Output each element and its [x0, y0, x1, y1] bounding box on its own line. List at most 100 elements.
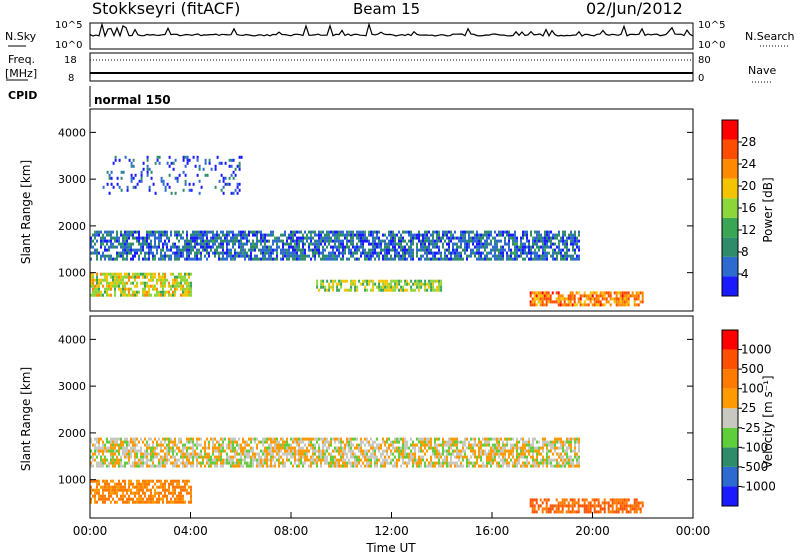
heatmap-cell — [198, 455, 200, 459]
heatmap-cell — [533, 300, 536, 304]
heatmap-cell — [218, 440, 220, 444]
heatmap-cell — [498, 464, 500, 468]
heatmap-cell — [382, 440, 384, 444]
heatmap-cell — [637, 507, 640, 511]
heatmap-cell — [152, 287, 154, 291]
heatmap-cell — [564, 257, 566, 261]
heatmap-cell — [591, 294, 594, 298]
heatmap-cell — [599, 300, 602, 304]
heatmap-cell — [208, 440, 210, 444]
colorbar-swatch — [722, 486, 738, 506]
heatmap-cell — [124, 239, 126, 243]
heatmap-cell — [168, 458, 170, 462]
heatmap-cell — [564, 443, 566, 447]
heatmap-cell — [432, 461, 434, 465]
heatmap-cell — [212, 230, 214, 234]
heatmap-cell — [500, 449, 502, 453]
heatmap-cell — [116, 176, 119, 180]
heatmap-cell — [94, 479, 96, 483]
heatmap-cell — [172, 278, 174, 282]
heatmap-cell — [466, 245, 468, 249]
heatmap-cell — [559, 303, 562, 307]
heatmap-cell — [294, 233, 296, 237]
heatmap-cell — [260, 239, 262, 243]
heatmap-cell — [635, 507, 638, 511]
heatmap-cell — [560, 446, 562, 450]
heatmap-cell — [150, 239, 152, 243]
heatmap-cell — [374, 464, 376, 468]
heatmap-cell — [298, 257, 300, 261]
heatmap-cell — [621, 501, 624, 505]
heatmap-cell — [290, 251, 292, 255]
heatmap-cell — [168, 482, 170, 486]
heatmap-cell — [220, 161, 223, 165]
heatmap-cell — [546, 230, 548, 234]
heatmap-cell — [516, 254, 518, 258]
heatmap-cell — [552, 236, 554, 240]
heatmap-cell — [392, 458, 394, 462]
heatmap-cell — [372, 455, 374, 459]
heatmap-cell — [589, 297, 592, 301]
heatmap-cell — [510, 257, 512, 261]
heatmap-cell — [144, 251, 146, 255]
heatmap-cell — [595, 498, 598, 502]
heatmap-cell — [128, 497, 130, 501]
heatmap-cell — [520, 251, 522, 255]
heatmap-cell — [184, 239, 186, 243]
heatmap-cell — [122, 446, 124, 450]
heatmap-cell — [328, 242, 330, 246]
heatmap-cell — [130, 233, 132, 237]
heatmap-cell — [560, 248, 562, 252]
heatmap-cell — [146, 281, 148, 285]
heatmap-cell — [552, 254, 554, 258]
heatmap-cell — [172, 443, 174, 447]
heatmap-cell — [454, 230, 456, 234]
heatmap-cell — [152, 464, 154, 468]
heatmap-cell — [360, 449, 362, 453]
heatmap-cell — [238, 461, 240, 465]
heatmap-cell — [156, 452, 158, 456]
heatmap-cell — [290, 461, 292, 465]
heatmap-cell — [244, 443, 246, 447]
heatmap-cell — [140, 248, 142, 252]
heatmap-cell — [412, 461, 414, 465]
colorbar-tick-label: 25 — [741, 401, 756, 415]
colorbar-swatch — [722, 120, 738, 140]
heatmap-cell — [529, 498, 532, 502]
heatmap-cell — [562, 458, 564, 462]
heatmap-cell — [547, 297, 550, 301]
heatmap-cell — [424, 437, 426, 441]
heatmap-cell — [428, 248, 430, 252]
heatmap-cell — [348, 248, 350, 252]
heatmap-cell — [154, 284, 156, 288]
heatmap-cell — [260, 236, 262, 240]
heatmap-cell — [406, 282, 409, 286]
heatmap-cell — [398, 446, 400, 450]
heatmap-cell — [502, 452, 504, 456]
heatmap-cell — [234, 236, 236, 240]
heatmap-cell — [110, 233, 112, 237]
heatmap-cell — [136, 182, 139, 186]
heatmap-cell — [460, 239, 462, 243]
heatmap-cell — [192, 233, 194, 237]
heatmap-cell — [212, 233, 214, 237]
heatmap-cell — [206, 248, 208, 252]
heatmap-cell — [194, 254, 196, 258]
heatmap-cell — [100, 236, 102, 240]
heatmap-cell — [348, 233, 350, 237]
heatmap-cell — [562, 449, 564, 453]
heatmap-cell — [140, 497, 142, 501]
heatmap-cell — [98, 251, 100, 255]
heatmap-cell — [232, 443, 234, 447]
heatmap-cell — [328, 288, 331, 292]
heatmap-cell — [422, 245, 424, 249]
colorbar-tick-label: -25 — [741, 421, 761, 435]
heatmap-cell — [576, 452, 578, 456]
heatmap-cell — [98, 452, 100, 456]
heatmap-cell — [110, 479, 112, 483]
heatmap-cell — [238, 452, 240, 456]
heatmap-cell — [550, 449, 552, 453]
heatmap-cell — [196, 155, 199, 159]
heatmap-cell — [554, 464, 556, 468]
heatmap-cell — [390, 242, 392, 246]
